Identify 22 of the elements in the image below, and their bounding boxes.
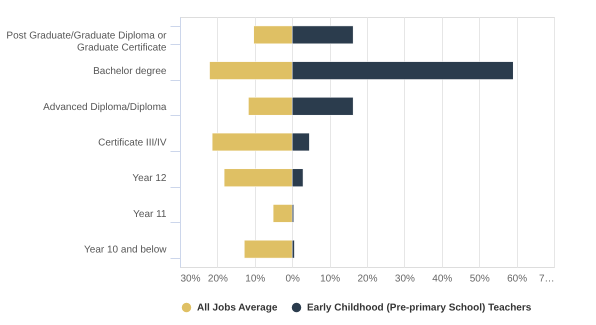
x-tick-label: 60% (507, 274, 528, 284)
x-tick-label: 40% (432, 274, 452, 284)
legend-label: All Jobs Average (197, 302, 278, 314)
x-tick-label: 30% (180, 274, 201, 284)
y-tick-label: Advanced Diploma/Diploma (43, 102, 167, 113)
x-tick-label: 20% (208, 274, 228, 284)
bar (244, 240, 292, 258)
x-tick-label: 7… (538, 274, 554, 284)
bar (272, 204, 292, 223)
x-tick-label: 10% (245, 274, 266, 284)
y-tick-label: Year 10 and below (84, 244, 168, 256)
x-tick-label: 20% (357, 274, 378, 284)
x-tick-label: 30% (394, 274, 416, 284)
y-tick-label: Bachelor degree (93, 66, 167, 78)
y-tick-label: Year 12 (132, 173, 167, 184)
legend-label: Early Childhood (Pre-primary School) Teachers (307, 302, 532, 314)
x-tick-label: 50% (470, 274, 490, 284)
y-tick-label: Year 11 (133, 208, 167, 220)
y-tick-label: Certificate III/IV (98, 138, 167, 148)
x-tick-label: 10% (320, 274, 340, 284)
y-tick-label: Post Graduate/Graduate Diploma or Graduate Certificate (6, 30, 168, 54)
x-tick-label: 0% (285, 274, 300, 284)
